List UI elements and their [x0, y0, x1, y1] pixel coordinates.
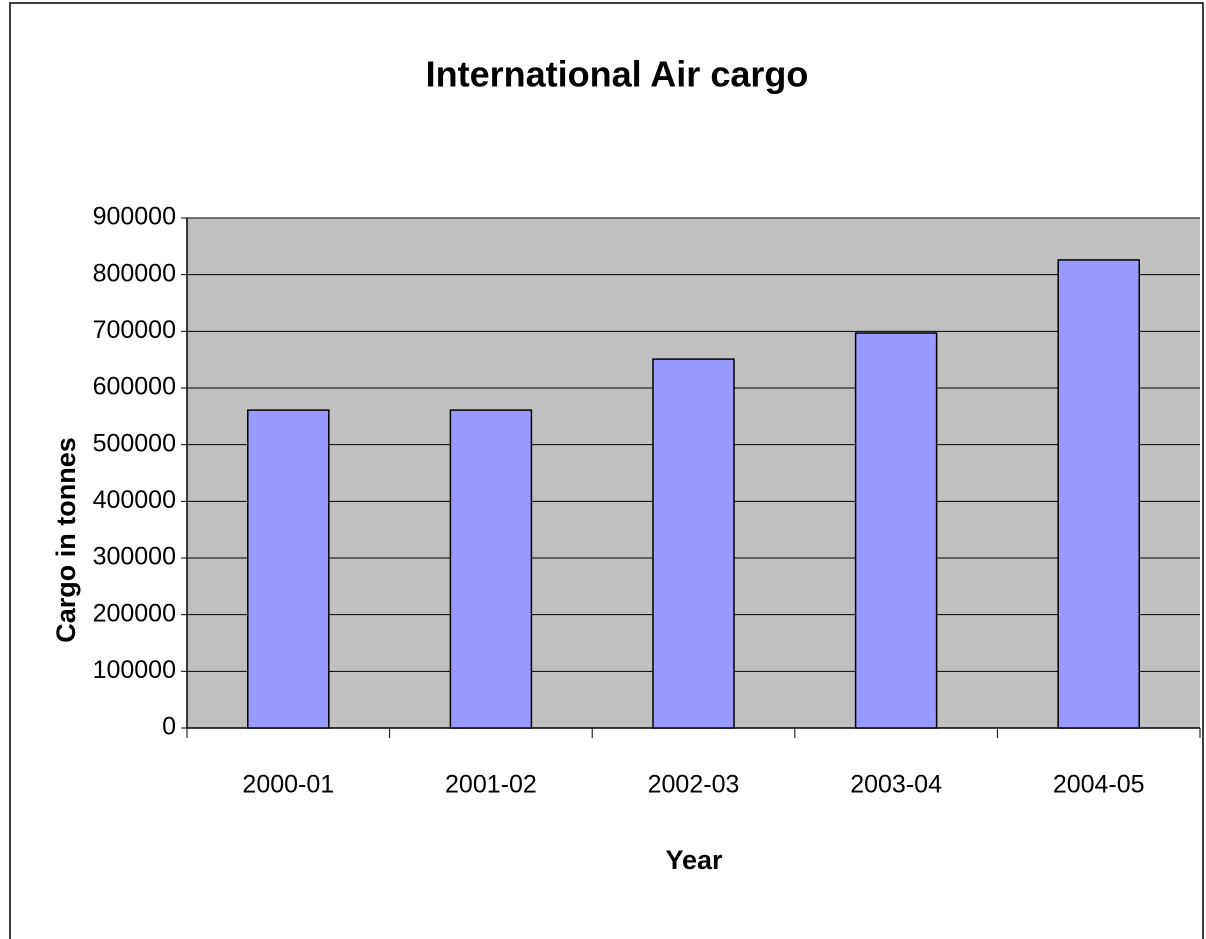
y-tick-label: 600000: [93, 373, 176, 401]
x-tick-label: 2004-05: [1053, 771, 1145, 799]
y-tick-label: 0: [162, 713, 176, 741]
x-axis-title: Year: [665, 845, 723, 875]
y-tick-label: 400000: [93, 486, 176, 514]
bar: [247, 409, 330, 729]
chart-title: International Air cargo: [426, 54, 809, 95]
y-axis-title: Cargo in tonnes: [51, 437, 81, 643]
bar: [854, 332, 938, 729]
bar: [652, 358, 735, 729]
bar: [449, 409, 533, 729]
y-tick-label: 500000: [93, 429, 176, 457]
y-tick-label: 100000: [93, 656, 176, 684]
x-tick-label: 2002-03: [648, 771, 740, 799]
x-tick-label: 2000-01: [242, 771, 334, 799]
y-tick-label: 300000: [93, 543, 176, 571]
x-tick-label: 2003-04: [850, 771, 942, 799]
y-tick-label: 700000: [93, 316, 176, 344]
y-tick-label: 800000: [93, 259, 176, 287]
y-tick-label: 900000: [93, 203, 176, 231]
x-tick-label: 2001-02: [445, 771, 537, 799]
bar: [1057, 259, 1140, 729]
y-tick-label: 200000: [93, 599, 176, 627]
